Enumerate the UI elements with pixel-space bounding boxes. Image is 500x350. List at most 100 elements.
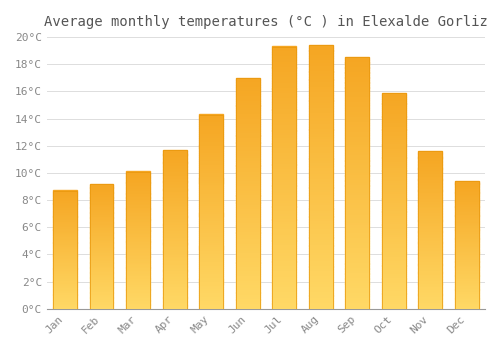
Bar — [126, 197, 150, 199]
Bar — [272, 212, 296, 215]
Bar — [309, 251, 332, 253]
Bar — [309, 280, 332, 282]
Bar — [90, 281, 114, 282]
Bar — [90, 264, 114, 265]
Bar — [54, 284, 77, 285]
Bar — [418, 257, 442, 258]
Bar — [90, 248, 114, 250]
Bar — [126, 180, 150, 181]
Bar — [418, 277, 442, 279]
Bar — [200, 167, 223, 169]
Bar — [382, 211, 406, 214]
Bar — [163, 151, 186, 153]
Bar — [90, 280, 114, 281]
Bar — [90, 300, 114, 301]
Bar — [418, 172, 442, 173]
Bar — [272, 193, 296, 196]
Bar — [126, 228, 150, 229]
Bar — [90, 199, 114, 200]
Bar — [455, 266, 478, 268]
Bar — [54, 221, 77, 223]
Bar — [418, 212, 442, 214]
Bar — [200, 144, 223, 146]
Bar — [163, 307, 186, 309]
Bar — [455, 222, 478, 223]
Bar — [90, 267, 114, 269]
Bar — [200, 122, 223, 124]
Bar — [163, 291, 186, 293]
Bar — [455, 288, 478, 289]
Bar — [455, 237, 478, 239]
Bar — [382, 270, 406, 272]
Bar — [163, 229, 186, 231]
Bar — [200, 134, 223, 136]
Bar — [309, 277, 332, 280]
Bar — [126, 202, 150, 203]
Bar — [272, 282, 296, 285]
Bar — [455, 238, 478, 240]
Bar — [54, 211, 77, 212]
Bar — [309, 285, 332, 288]
Bar — [126, 244, 150, 246]
Bar — [54, 300, 77, 302]
Bar — [236, 147, 260, 149]
Bar — [346, 299, 369, 301]
Bar — [272, 238, 296, 240]
Bar — [126, 232, 150, 233]
Bar — [54, 213, 77, 214]
Bar — [272, 57, 296, 60]
Bar — [200, 284, 223, 286]
Bar — [418, 186, 442, 188]
Bar — [346, 279, 369, 281]
Bar — [455, 272, 478, 273]
Bar — [346, 213, 369, 216]
Bar — [126, 277, 150, 279]
Bar — [455, 275, 478, 277]
Bar — [418, 274, 442, 276]
Bar — [163, 204, 186, 205]
Bar — [200, 128, 223, 130]
Bar — [163, 188, 186, 190]
Bar — [90, 298, 114, 299]
Bar — [54, 279, 77, 280]
Bar — [126, 307, 150, 309]
Bar — [418, 173, 442, 175]
Bar — [54, 219, 77, 220]
Bar — [200, 223, 223, 225]
Bar — [382, 127, 406, 130]
Bar — [163, 272, 186, 274]
Bar — [163, 274, 186, 275]
Bar — [382, 281, 406, 283]
Bar — [455, 269, 478, 271]
Bar — [236, 270, 260, 272]
Bar — [346, 72, 369, 75]
Bar — [126, 247, 150, 248]
Bar — [163, 240, 186, 242]
Bar — [90, 231, 114, 232]
Bar — [236, 94, 260, 96]
Bar — [200, 138, 223, 140]
Bar — [382, 198, 406, 201]
Bar — [346, 166, 369, 168]
Bar — [200, 243, 223, 245]
Bar — [54, 200, 77, 201]
Bar — [126, 292, 150, 294]
Bar — [126, 218, 150, 219]
Bar — [382, 110, 406, 112]
Bar — [126, 234, 150, 236]
Bar — [382, 278, 406, 281]
Bar — [455, 287, 478, 288]
Bar — [309, 69, 332, 72]
Bar — [309, 45, 332, 48]
Bar — [200, 151, 223, 153]
Bar — [382, 101, 406, 104]
Bar — [54, 260, 77, 261]
Bar — [126, 192, 150, 194]
Bar — [236, 202, 260, 205]
Bar — [309, 98, 332, 100]
Bar — [54, 264, 77, 265]
Bar — [455, 191, 478, 193]
Bar — [455, 203, 478, 204]
Bar — [126, 224, 150, 225]
Bar — [382, 186, 406, 188]
